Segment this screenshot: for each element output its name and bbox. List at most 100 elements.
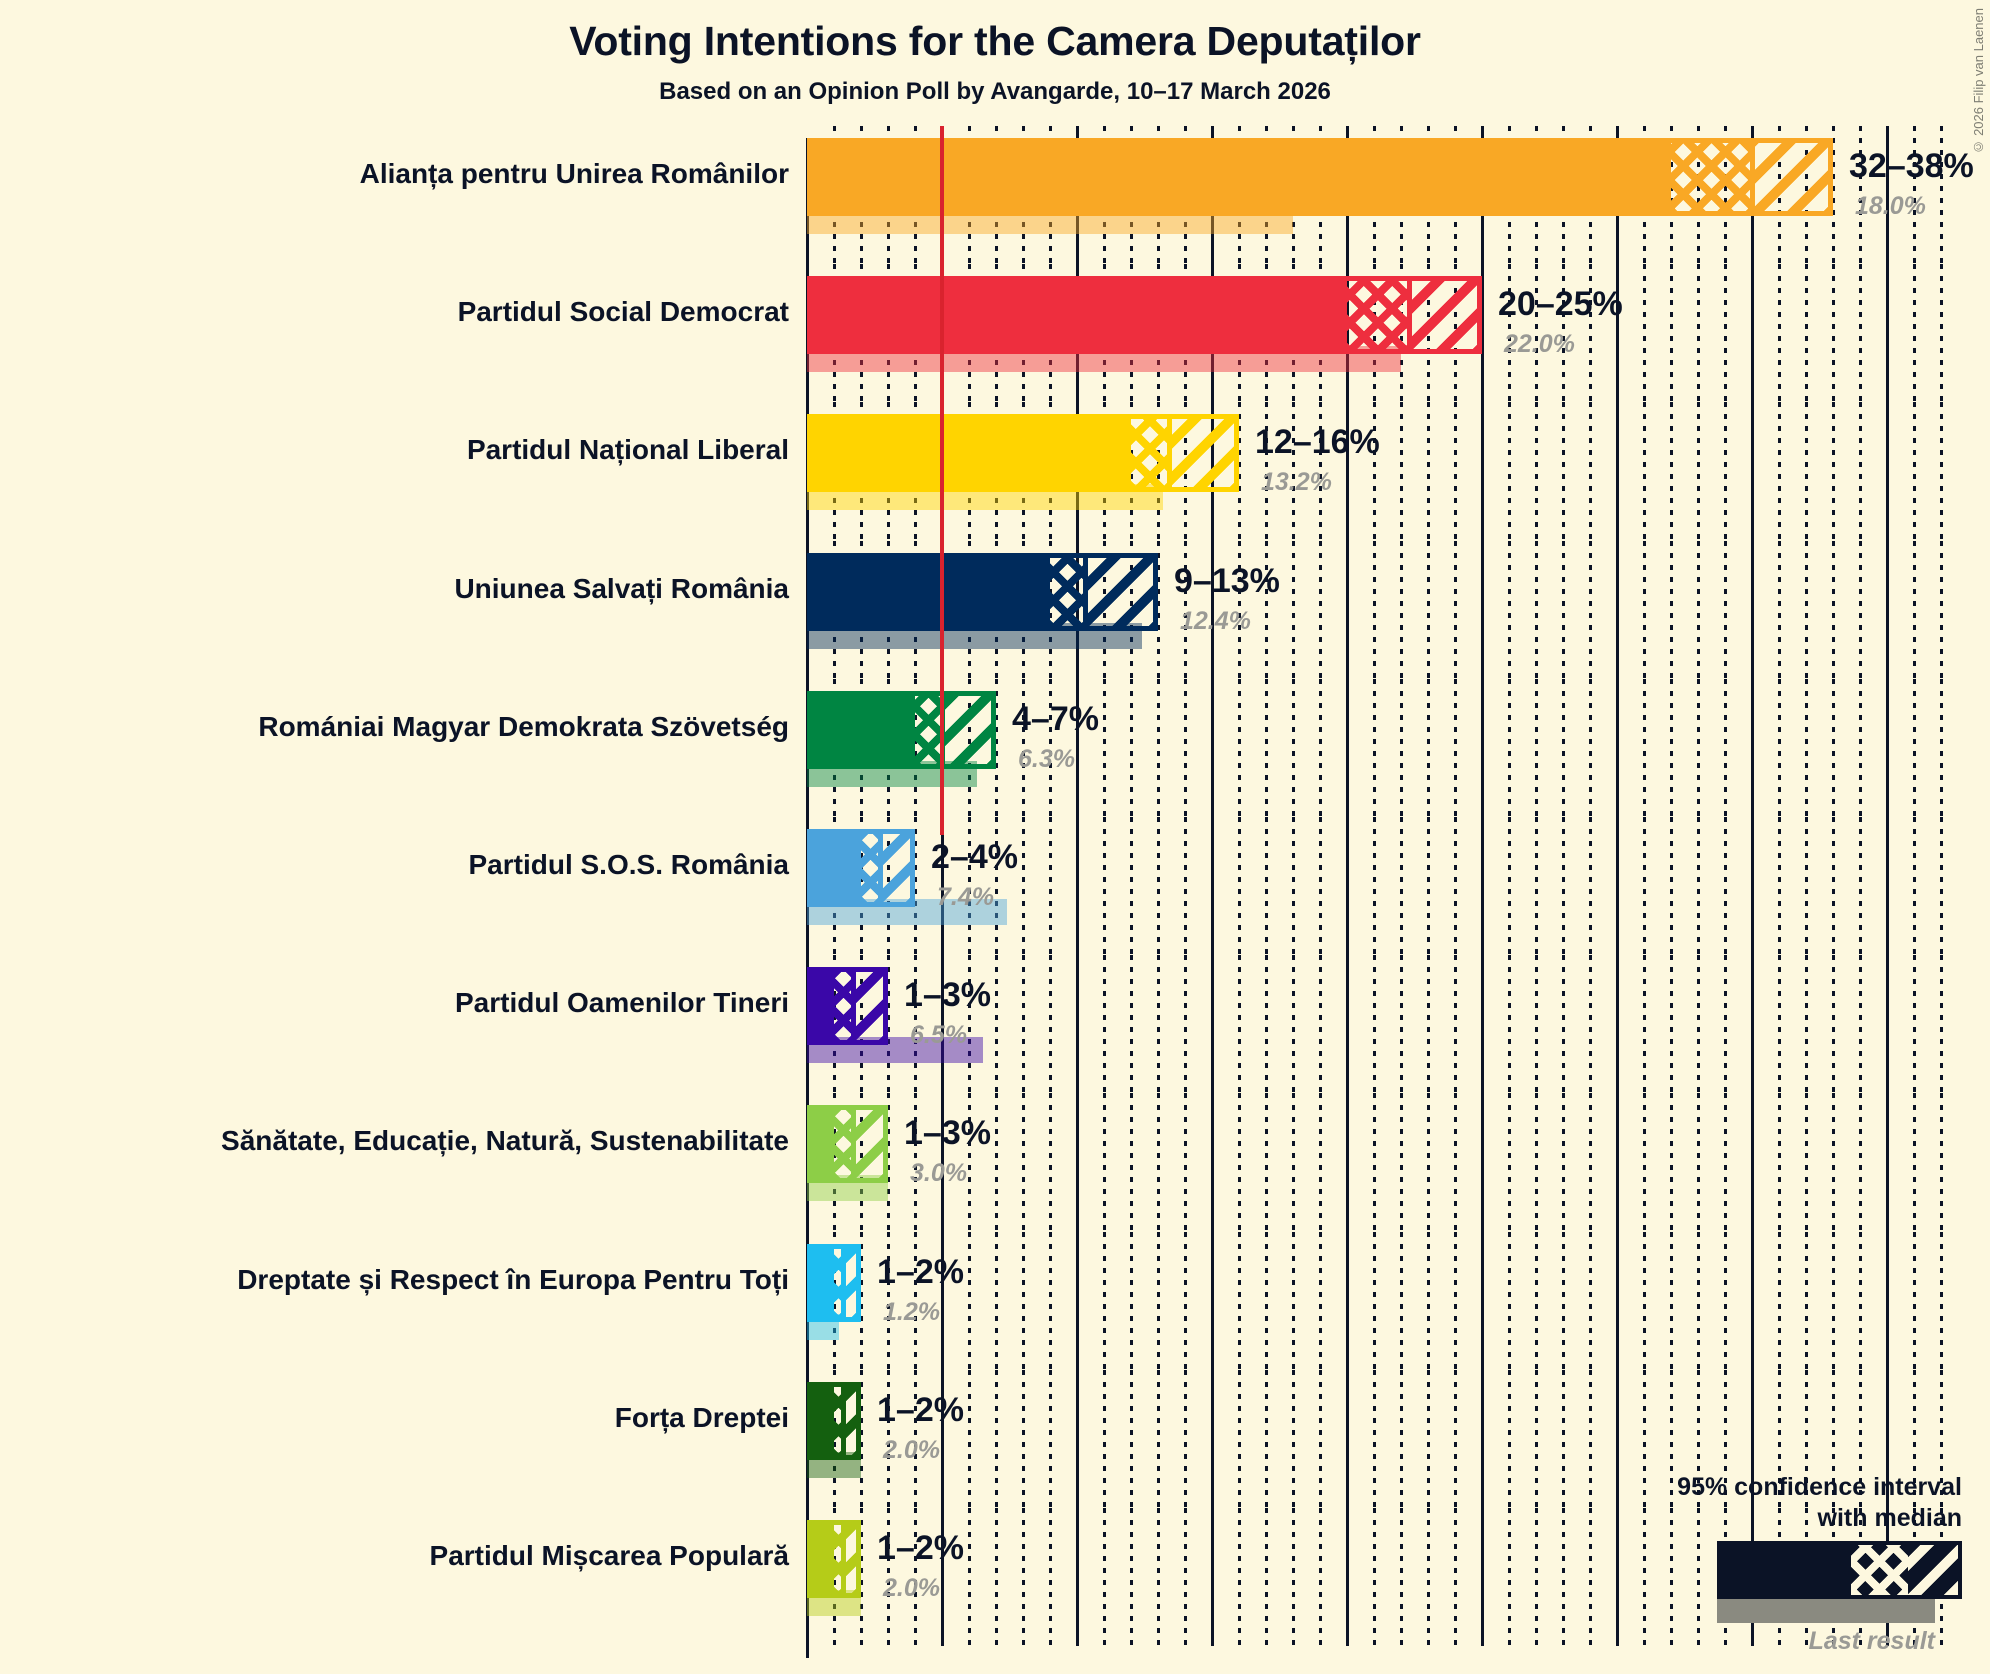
last-result-label: 13.2% (1261, 468, 1332, 497)
bar-row: Partidul Oamenilor Tineri 1–3% 6.5% (0, 967, 1990, 1105)
last-result-label: 18.0% (1855, 192, 1926, 220)
party-label: Romániai Magyar Demokrata Szövetség (258, 710, 789, 742)
minor-gridline (1832, 955, 1835, 1094)
minor-gridline (1805, 402, 1808, 541)
minor-gridline (1103, 955, 1106, 1094)
major-gridline (1616, 540, 1619, 679)
minor-gridline (1400, 1231, 1403, 1370)
minor-gridline (1724, 955, 1727, 1094)
party-label: Partidul Mișcarea Populară (429, 1540, 789, 1571)
minor-gridline (1778, 1093, 1781, 1232)
minor-gridline (1427, 678, 1430, 817)
minor-gridline (1508, 678, 1511, 817)
minor-gridline (1643, 1093, 1646, 1232)
minor-gridline (968, 817, 971, 956)
minor-gridline (1454, 1093, 1457, 1232)
minor-gridline (1238, 1093, 1241, 1232)
minor-gridline (1832, 1369, 1835, 1508)
minor-gridline (1589, 402, 1592, 541)
major-gridline (1616, 264, 1619, 403)
minor-gridline (887, 1369, 890, 1508)
page-subtitle: Based on an Opinion Poll by Avangarde, 1… (659, 78, 1331, 105)
minor-gridline (1292, 1093, 1295, 1232)
minor-gridline (1724, 1093, 1727, 1232)
minor-gridline (1589, 678, 1592, 817)
ci-crosshatch-section (834, 1381, 844, 1460)
minor-gridline (1535, 678, 1538, 817)
ci-solid-section (807, 276, 1347, 355)
major-gridline (1751, 955, 1754, 1094)
minor-gridline (1184, 1231, 1187, 1370)
minor-gridline (1940, 540, 1943, 679)
minor-gridline (1670, 1369, 1673, 1508)
legend-crosshatch-area (1851, 1545, 1909, 1595)
minor-gridline (1562, 678, 1565, 817)
minor-gridline (1832, 678, 1835, 817)
minor-gridline (1427, 1369, 1430, 1508)
minor-gridline (1670, 402, 1673, 541)
minor-gridline (1508, 1369, 1511, 1508)
minor-gridline (995, 678, 998, 817)
bar-row: Sănătate, Educație, Natură, Sustenabilit… (0, 1105, 1990, 1243)
minor-gridline (1184, 678, 1187, 817)
minor-gridline (1400, 540, 1403, 679)
ci-diagonal-section (1752, 138, 1833, 216)
minor-gridline (1913, 1231, 1916, 1370)
value-range-label: 1–3% (904, 1114, 991, 1153)
minor-gridline (1184, 540, 1187, 679)
minor-gridline (968, 955, 971, 1094)
minor-gridline (1778, 1231, 1781, 1370)
minor-gridline (887, 1093, 890, 1232)
minor-gridline (1832, 264, 1835, 403)
bar-row: Partidul Național Liberal 12–16% 13.2% (0, 414, 1990, 552)
minor-gridline (1913, 678, 1916, 817)
minor-gridline (1562, 955, 1565, 1094)
ci-crosshatch-section (834, 967, 853, 1046)
minor-gridline (887, 1231, 890, 1370)
confidence-interval-bar (807, 1381, 861, 1460)
minor-gridline (1643, 1369, 1646, 1508)
major-gridline (1076, 1369, 1079, 1508)
minor-gridline (1913, 540, 1916, 679)
major-gridline (1346, 1231, 1349, 1370)
major-gridline (1211, 817, 1214, 956)
minor-gridline (1589, 1231, 1592, 1370)
major-gridline (1616, 1508, 1619, 1647)
last-result-label: 2.0% (883, 1435, 940, 1464)
major-gridline (1886, 402, 1889, 541)
major-gridline (1751, 264, 1754, 403)
party-label: Partidul Național Liberal (466, 434, 789, 466)
minor-gridline (1130, 1369, 1133, 1508)
minor-gridline (914, 1093, 917, 1232)
major-gridline (1751, 540, 1754, 679)
minor-gridline (1319, 1508, 1322, 1647)
value-range-label: 1–2% (877, 1252, 964, 1291)
minor-gridline (1157, 955, 1160, 1094)
minor-gridline (1589, 264, 1592, 403)
major-gridline (1751, 817, 1754, 956)
last-result-label: 1.2% (883, 1297, 940, 1326)
major-gridline (1211, 540, 1214, 679)
minor-gridline (1508, 540, 1511, 679)
ci-solid-section (807, 1105, 834, 1184)
ci-crosshatch-section (1671, 138, 1752, 216)
minor-gridline (1022, 678, 1025, 817)
major-gridline (1481, 955, 1484, 1094)
minor-gridline (1913, 126, 1916, 265)
minor-gridline (1292, 817, 1295, 956)
minor-gridline (1049, 817, 1052, 956)
major-gridline (1886, 817, 1889, 956)
minor-gridline (1238, 540, 1241, 679)
ci-solid-section (807, 1381, 834, 1460)
minor-gridline (1940, 817, 1943, 956)
minor-gridline (1157, 540, 1160, 679)
ci-crosshatch-section (1131, 414, 1169, 493)
minor-gridline (1724, 540, 1727, 679)
minor-gridline (1859, 955, 1862, 1094)
confidence-interval-bar (807, 967, 888, 1046)
major-gridline (1211, 1369, 1214, 1508)
minor-gridline (1427, 1508, 1430, 1647)
minor-gridline (1157, 1369, 1160, 1508)
ci-solid-section (807, 829, 861, 907)
minor-gridline (995, 1508, 998, 1647)
